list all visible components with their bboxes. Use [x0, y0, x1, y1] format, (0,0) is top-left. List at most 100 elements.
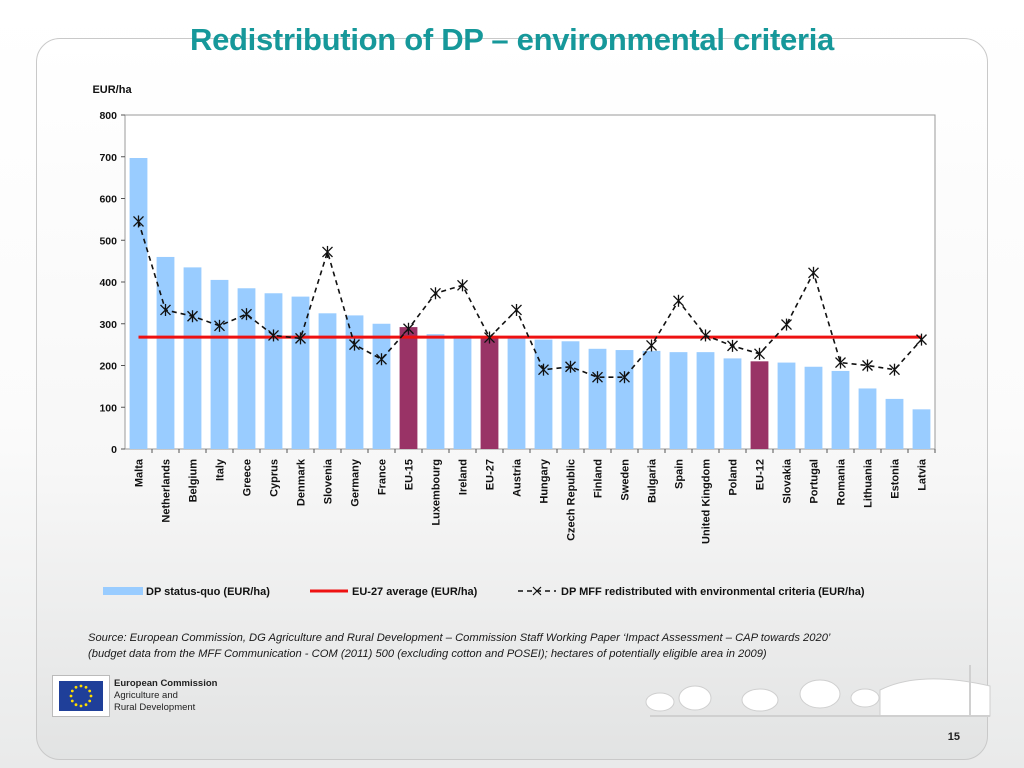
- bar: [777, 362, 796, 449]
- redistributed-point: [538, 363, 549, 376]
- bar: [453, 335, 472, 449]
- redistributed-point: [187, 310, 198, 323]
- plot-area: [124, 114, 936, 450]
- redistributed-point: [646, 339, 657, 352]
- x-tick-label: Luxembourg: [431, 459, 443, 526]
- redistributed-point: [673, 294, 684, 307]
- bar: [804, 366, 823, 449]
- eu-star-icon: [84, 703, 88, 707]
- x-tick-label: Cyprus: [269, 459, 281, 497]
- x-tick-label: EU-27: [485, 459, 497, 490]
- x-tick-label: Estonia: [890, 458, 902, 499]
- eu-star-icon: [84, 685, 88, 689]
- y-tick-label: 0: [111, 444, 117, 456]
- x-tick-label: Malta: [134, 458, 146, 487]
- redistributed-point: [457, 279, 468, 292]
- redistributed-point: [214, 319, 225, 332]
- legend-swatch-bar: [103, 587, 143, 595]
- x-tick-label: Sweden: [620, 459, 632, 501]
- bar: [426, 334, 445, 449]
- x-tick-label: Belgium: [188, 459, 200, 503]
- redistributed-point: [430, 287, 441, 300]
- eu-star-icon: [88, 699, 92, 703]
- bar: [480, 336, 499, 449]
- x-tick-label: Italy: [215, 458, 227, 481]
- redistributed-point: [376, 353, 387, 366]
- organisation-name: European Commission Agriculture and Rura…: [114, 678, 217, 714]
- x-tick-label: Austria: [512, 458, 524, 497]
- redistributed-point: [295, 332, 306, 345]
- source-line-2: (budget data from the MFF Communication …: [88, 648, 767, 660]
- redistributed-point: [160, 303, 171, 316]
- bar: [885, 398, 904, 449]
- eu-star-icon: [79, 684, 83, 688]
- bar: [615, 350, 634, 449]
- bar: [372, 323, 391, 449]
- redistributed-point: [619, 371, 630, 384]
- redistributed-point: [808, 266, 819, 279]
- source-note: Source: European Commission, DG Agricult…: [88, 630, 968, 662]
- redistributed-point: [727, 339, 738, 352]
- redistributed-point: [484, 331, 495, 344]
- x-tick-label: EU-15: [404, 459, 416, 490]
- x-tick-label: Netherlands: [161, 459, 173, 523]
- european-commission-logo: [52, 675, 110, 717]
- x-tick-label: Latvia: [917, 458, 929, 491]
- x-tick-label: Poland: [728, 459, 740, 496]
- x-tick-label: Slovakia: [782, 458, 794, 504]
- legend-label: EU-27 average (EUR/ha): [352, 586, 478, 598]
- eu-star-icon: [88, 689, 92, 693]
- redistributed-point: [700, 329, 711, 342]
- bar: [912, 409, 931, 449]
- redistributed-point: [889, 363, 900, 376]
- redistributed-point: [592, 371, 603, 384]
- redistributed-point: [241, 308, 252, 321]
- farm-animals-illustration: [645, 665, 991, 717]
- marker-stroke: [532, 586, 542, 596]
- x-tick-label: France: [377, 459, 389, 495]
- bar: [642, 350, 661, 449]
- x-tick-label: Ireland: [458, 459, 470, 495]
- x-tick-label: United Kingdom: [701, 459, 713, 544]
- bar: [291, 296, 310, 449]
- eu-stars-icon: [69, 684, 93, 708]
- y-tick-label: 400: [99, 277, 117, 289]
- bar: [399, 327, 418, 449]
- eu-star-icon: [70, 689, 74, 693]
- redistributed-point: [781, 318, 792, 331]
- y-tick-label: 800: [99, 110, 117, 122]
- bar: [534, 339, 553, 449]
- page-number: 15: [947, 731, 960, 743]
- bar: [264, 293, 283, 449]
- y-axis-label: EUR/ha: [92, 84, 132, 96]
- x-tick-label: Denmark: [296, 458, 308, 506]
- legend-marker: [532, 586, 542, 596]
- x-tick-label: Bulgaria: [647, 458, 659, 503]
- bar: [696, 352, 715, 449]
- legend-label: DP MFF redistributed with environmental …: [561, 586, 865, 598]
- x-tick-label: Hungary: [539, 458, 551, 504]
- bar: [723, 358, 742, 449]
- bar: [345, 315, 364, 449]
- eu-star-icon: [70, 699, 74, 703]
- org-line-3: Rural Development: [114, 702, 196, 713]
- redistributed-point: [835, 356, 846, 369]
- x-tick-label: Romania: [836, 458, 848, 505]
- legend-label: DP status-quo (EUR/ha): [146, 586, 270, 598]
- bar: [318, 313, 337, 449]
- org-line-1: European Commission: [114, 678, 218, 689]
- bar: [156, 256, 175, 449]
- eu-flag-icon: [59, 681, 103, 711]
- org-line-2: Agriculture and: [114, 690, 178, 701]
- redistributed-point: [565, 360, 576, 373]
- bar: [183, 267, 202, 449]
- eu-star-icon: [74, 703, 78, 707]
- x-tick-label: Czech Republic: [566, 459, 578, 541]
- eu-star-icon: [79, 704, 83, 708]
- redistributed-point: [511, 303, 522, 316]
- y-tick-label: 100: [99, 402, 117, 414]
- redistributed-point: [754, 347, 765, 360]
- y-tick-label: 200: [99, 361, 117, 373]
- bar: [669, 352, 688, 449]
- bar: [750, 361, 769, 449]
